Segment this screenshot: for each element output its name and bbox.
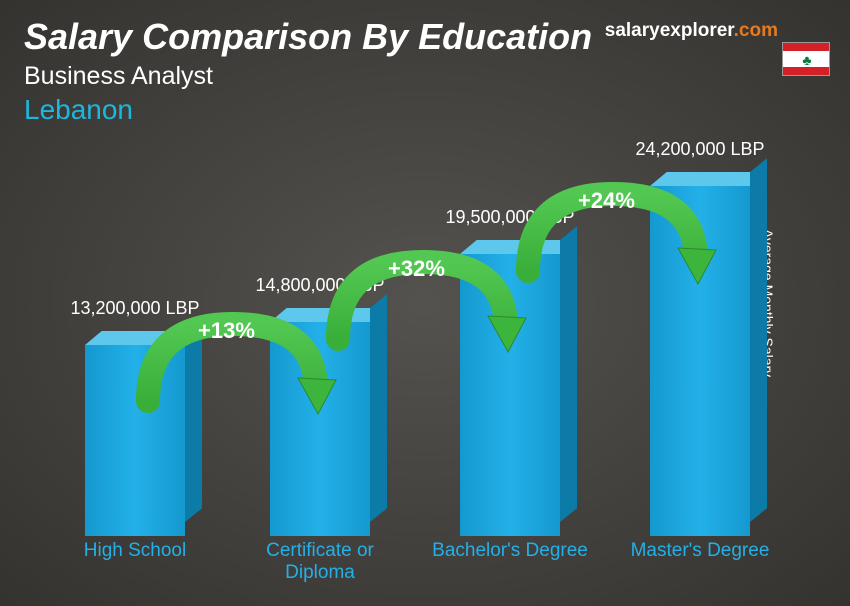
bar-value-label: 24,200,000 LBP [635,139,764,160]
salary-chart: 13,200,000 LBP High School 14,800,000 LB… [30,134,790,584]
increment-arrow: +13% [138,306,333,431]
brand-text-1: salaryexplorer [605,20,734,41]
increment-percent-label: +32% [388,256,445,282]
chart-container: Salary Comparison By Education Business … [0,0,850,606]
page-title: Salary Comparison By Education [24,16,592,58]
increment-arrow: +24% [518,176,713,301]
job-title: Business Analyst [24,62,213,91]
bar-category-label: Bachelor's Degree [430,540,590,584]
bar-category-label: Master's Degree [620,540,780,584]
increment-percent-label: +24% [578,188,635,214]
flag-lebanon-icon: ♣ [782,42,830,76]
brand-text-2: .com [734,20,778,41]
bar-side-face [750,158,767,522]
brand-logo: salaryexplorer.com [605,20,778,42]
increment-percent-label: +13% [198,318,255,344]
bar-category-label: High School [55,540,215,584]
bar-category-label: Certificate or Diploma [240,540,400,584]
increment-arrow: +32% [328,244,523,369]
country-name: Lebanon [24,94,133,126]
